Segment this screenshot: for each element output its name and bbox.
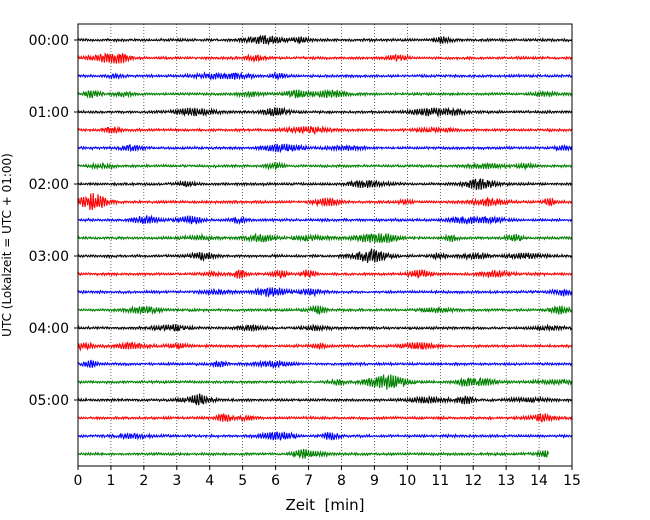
x-tick-label: 11 — [431, 473, 449, 489]
x-tick-label: 0 — [74, 473, 83, 489]
y-tick-label: 03:00 — [29, 249, 69, 265]
seismic-trace — [77, 52, 573, 64]
x-tick-label: 13 — [497, 473, 515, 489]
x-tick-label: 3 — [172, 473, 181, 489]
seismic-trace — [77, 214, 573, 226]
x-tick-label: 1 — [106, 473, 115, 489]
x-axis-ticks: 0 1 2 3 4 5 6 7 8 9 10 11 12 13 14 15 — [74, 466, 581, 489]
seismic-trace — [77, 413, 573, 423]
seismic-trace — [77, 448, 549, 459]
y-tick-label: 04:00 — [29, 321, 69, 337]
y-tick-label: 02:00 — [29, 177, 69, 193]
y-tick-label: 05:00 — [29, 393, 69, 409]
seismic-trace — [77, 268, 573, 279]
seismic-trace — [77, 143, 573, 154]
seismic-trace — [77, 286, 573, 299]
x-tick-label: 9 — [370, 473, 379, 489]
seismic-trace — [77, 193, 573, 211]
y-axis-label: UTC (Lokalzeit = UTC + 01:00) — [0, 153, 14, 337]
seismic-trace — [77, 247, 573, 263]
seismic-trace — [77, 125, 573, 135]
seismic-trace — [77, 393, 573, 406]
x-tick-label: 4 — [205, 473, 214, 489]
seismic-trace — [77, 359, 573, 370]
x-tick-label: 2 — [139, 473, 148, 489]
y-tick-label: 00:00 — [29, 33, 69, 49]
x-tick-label: 14 — [530, 473, 548, 489]
seismic-trace — [77, 88, 573, 99]
x-tick-label: 15 — [563, 473, 581, 489]
seismic-trace — [77, 232, 573, 244]
seismic-trace — [77, 374, 573, 390]
seismic-trace — [77, 323, 573, 333]
seismic-trace — [77, 71, 573, 81]
y-axis-ticks: 00:00 01:00 02:00 03:00 04:00 05:00 — [29, 33, 78, 409]
x-tick-label: 10 — [398, 473, 416, 489]
seismic-trace — [77, 34, 573, 46]
y-tick-label: 01:00 — [29, 105, 69, 121]
trace-layer — [77, 34, 573, 459]
x-tick-label: 5 — [238, 473, 247, 489]
seismic-trace — [77, 341, 573, 352]
x-tick-label: 7 — [304, 473, 313, 489]
seismic-trace — [77, 160, 573, 171]
x-axis-label: Zeit [min] — [285, 496, 364, 514]
plot-area-frame — [77, 23, 573, 467]
x-tick-label: 8 — [337, 473, 346, 489]
x-tick-label: 12 — [464, 473, 482, 489]
seismic-trace — [77, 304, 573, 316]
seismic-trace — [77, 106, 573, 118]
x-tick-label: 6 — [271, 473, 280, 489]
seismic-trace — [77, 431, 573, 441]
seismic-trace — [77, 178, 573, 191]
